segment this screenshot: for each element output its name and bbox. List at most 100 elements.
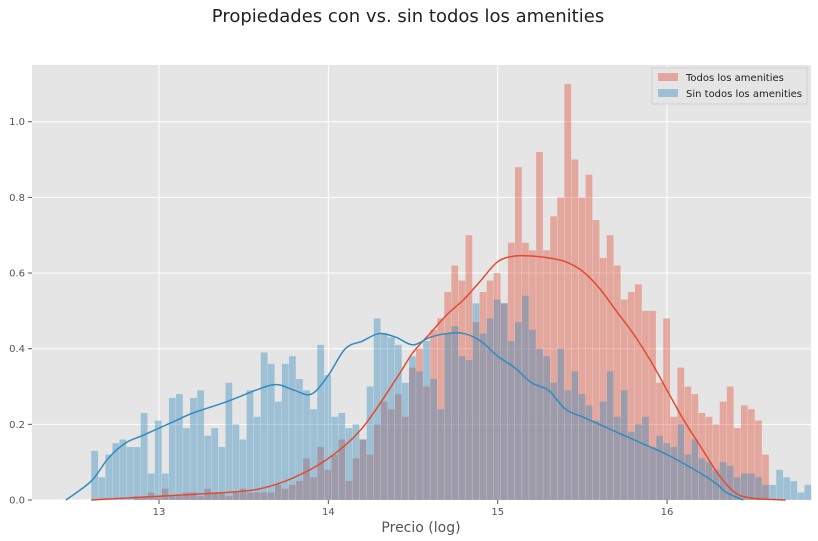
bar-todos bbox=[522, 242, 529, 501]
bar-sin bbox=[642, 416, 649, 500]
bar-sin bbox=[705, 462, 713, 500]
bar-todos bbox=[239, 488, 247, 500]
bar-sin bbox=[430, 378, 438, 500]
bar-todos bbox=[705, 416, 713, 500]
y-tick-label: 0.4 bbox=[9, 344, 25, 355]
bar-sin bbox=[649, 447, 656, 500]
bar-sin bbox=[331, 416, 339, 500]
bar-todos bbox=[317, 447, 324, 500]
legend-label-sin: Sin todos los amenities bbox=[686, 89, 802, 100]
bar-sin bbox=[197, 390, 204, 500]
bar-todos bbox=[564, 83, 572, 501]
bar-sin bbox=[790, 481, 798, 500]
bar-todos bbox=[613, 265, 621, 500]
bar-todos bbox=[479, 291, 487, 500]
bar-sin bbox=[698, 458, 706, 500]
bar-todos bbox=[288, 484, 296, 500]
bar-sin bbox=[366, 386, 374, 500]
y-tick-label: 1.0 bbox=[9, 117, 25, 128]
bar-todos bbox=[571, 159, 579, 500]
bar-sin bbox=[543, 356, 550, 500]
bar-todos bbox=[726, 386, 734, 500]
bar-todos bbox=[232, 492, 240, 500]
bar-todos bbox=[606, 235, 614, 500]
bar-sin bbox=[585, 405, 593, 500]
bar-sin bbox=[656, 435, 663, 500]
bar-sin bbox=[613, 416, 621, 500]
bar-sin bbox=[557, 348, 565, 500]
bar-todos bbox=[627, 291, 635, 500]
bar-todos bbox=[465, 235, 473, 500]
bar-todos bbox=[303, 458, 310, 500]
y-tick-label: 0.2 bbox=[9, 420, 25, 431]
bar-todos bbox=[529, 250, 536, 500]
bar-todos bbox=[281, 488, 289, 500]
bar-sin bbox=[550, 382, 558, 500]
bars-todos bbox=[133, 83, 769, 501]
bar-todos bbox=[550, 216, 558, 500]
bar-todos bbox=[642, 310, 649, 500]
x-axis-label: Precio (log) bbox=[381, 520, 460, 536]
bar-todos bbox=[486, 280, 494, 500]
bar-todos bbox=[345, 481, 353, 500]
bar-todos bbox=[387, 409, 395, 500]
bar-todos bbox=[585, 174, 593, 500]
bar-todos bbox=[514, 167, 522, 500]
bar-sin bbox=[204, 435, 212, 500]
bar-todos bbox=[684, 386, 692, 500]
bar-todos bbox=[719, 401, 727, 500]
bar-todos bbox=[331, 454, 339, 500]
bar-sin bbox=[239, 439, 247, 500]
bar-todos bbox=[557, 197, 565, 501]
bar-sin bbox=[437, 409, 445, 500]
bar-sin bbox=[748, 473, 755, 500]
legend-swatch-todos bbox=[658, 73, 678, 81]
y-tick-label: 0.6 bbox=[9, 269, 25, 280]
bar-todos bbox=[649, 310, 656, 500]
bar-todos bbox=[324, 469, 332, 500]
bar-sin bbox=[578, 394, 586, 500]
bar-todos bbox=[246, 492, 254, 500]
bar-sin bbox=[133, 447, 141, 500]
bar-sin bbox=[529, 329, 536, 500]
bar-sin bbox=[522, 295, 529, 500]
x-tick-label: 15 bbox=[491, 507, 504, 518]
bar-sin bbox=[183, 428, 190, 500]
bar-sin bbox=[232, 424, 240, 500]
bar-sin bbox=[726, 465, 734, 500]
bar-sin bbox=[274, 401, 282, 500]
bar-todos bbox=[543, 250, 550, 500]
bar-sin bbox=[190, 397, 197, 500]
bar-sin bbox=[755, 477, 762, 500]
bar-sin bbox=[161, 473, 169, 500]
bar-sin bbox=[564, 390, 572, 500]
bar-sin bbox=[359, 439, 367, 500]
bar-sin bbox=[670, 447, 678, 500]
bar-sin bbox=[472, 303, 480, 500]
bar-todos bbox=[175, 496, 183, 500]
bar-todos bbox=[451, 265, 459, 500]
bar-sin bbox=[91, 450, 99, 500]
bar-sin bbox=[98, 477, 106, 500]
x-tick-label: 14 bbox=[322, 507, 335, 518]
bar-todos bbox=[267, 492, 275, 500]
y-axis-ticks: 0.0 0.2 0.4 0.6 0.8 1.0 bbox=[9, 117, 32, 507]
bar-todos bbox=[740, 405, 748, 500]
bar-sin bbox=[394, 344, 402, 500]
bar-todos bbox=[472, 322, 480, 500]
bar-todos bbox=[578, 197, 586, 501]
bar-sin bbox=[409, 356, 416, 500]
bar-sin bbox=[479, 333, 487, 500]
grid-lines bbox=[32, 65, 811, 501]
bar-todos bbox=[691, 394, 699, 500]
bar-sin bbox=[451, 326, 459, 500]
bar-sin bbox=[105, 454, 113, 500]
bar-todos bbox=[663, 318, 671, 500]
bar-sin bbox=[345, 428, 353, 500]
bar-sin bbox=[338, 413, 346, 500]
legend-label-todos: Todos los amenities bbox=[685, 73, 784, 84]
bar-sin bbox=[147, 473, 155, 500]
bar-todos bbox=[458, 280, 466, 500]
bar-sin bbox=[119, 439, 127, 500]
